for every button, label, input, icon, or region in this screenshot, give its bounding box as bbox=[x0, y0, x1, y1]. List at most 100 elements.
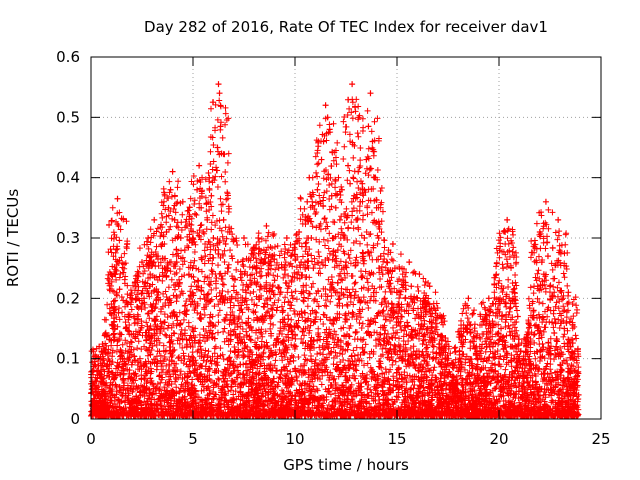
data-point bbox=[218, 150, 225, 157]
data-point bbox=[251, 301, 258, 308]
data-point bbox=[404, 319, 411, 326]
data-point bbox=[410, 307, 417, 314]
data-point bbox=[381, 295, 388, 302]
data-point bbox=[332, 204, 339, 211]
data-point bbox=[459, 343, 466, 350]
data-point bbox=[387, 307, 394, 314]
data-point bbox=[126, 343, 133, 350]
data-point bbox=[161, 265, 168, 272]
data-point bbox=[391, 265, 398, 272]
data-point bbox=[294, 271, 301, 278]
data-point bbox=[445, 373, 451, 380]
data-point bbox=[334, 247, 341, 254]
data-point bbox=[118, 349, 125, 356]
data-point bbox=[318, 156, 325, 163]
data-point bbox=[447, 379, 454, 386]
x-axis-label: GPS time / hours bbox=[283, 456, 409, 474]
data-point bbox=[238, 271, 245, 278]
data-point bbox=[426, 283, 433, 290]
data-point bbox=[169, 168, 176, 175]
data-point bbox=[314, 186, 321, 193]
data-point bbox=[255, 235, 262, 241]
data-points bbox=[90, 81, 582, 404]
data-point bbox=[216, 90, 223, 97]
data-point bbox=[377, 253, 384, 260]
data-point bbox=[571, 367, 578, 374]
data-point bbox=[320, 138, 327, 145]
data-point bbox=[324, 114, 331, 121]
data-point bbox=[340, 235, 347, 241]
data-point bbox=[347, 180, 354, 187]
data-point bbox=[143, 337, 150, 344]
data-point bbox=[500, 265, 507, 272]
y-tick-label: 0.3 bbox=[56, 229, 80, 247]
data-point bbox=[206, 174, 213, 181]
data-point bbox=[196, 162, 203, 169]
data-point bbox=[267, 295, 274, 302]
x-tick-label: 25 bbox=[591, 430, 610, 448]
data-point bbox=[214, 144, 221, 151]
data-point bbox=[173, 259, 180, 266]
x-tick-label: 5 bbox=[188, 430, 198, 448]
data-point bbox=[561, 325, 568, 332]
data-point bbox=[226, 228, 233, 235]
data-point bbox=[234, 259, 241, 266]
y-tick-label: 0.2 bbox=[56, 289, 80, 307]
data-point bbox=[283, 235, 290, 241]
data-point bbox=[508, 343, 515, 350]
data-point bbox=[289, 295, 296, 302]
data-point bbox=[396, 301, 403, 308]
data-point bbox=[379, 271, 386, 278]
x-tick-label: 20 bbox=[489, 430, 508, 448]
data-point bbox=[257, 283, 264, 290]
data-point bbox=[210, 235, 217, 241]
data-point bbox=[285, 283, 292, 290]
data-point bbox=[385, 283, 392, 290]
x-tick-labels: 0 5 10 15 20 25 bbox=[86, 430, 610, 448]
data-point bbox=[114, 195, 121, 202]
x-tick-label: 10 bbox=[285, 430, 304, 448]
data-point bbox=[147, 271, 154, 278]
data-point bbox=[493, 379, 500, 386]
data-point bbox=[120, 367, 127, 374]
data-point bbox=[553, 343, 560, 350]
data-point bbox=[112, 271, 119, 278]
x-tick-label: 15 bbox=[387, 430, 406, 448]
data-point bbox=[202, 253, 209, 260]
data-point bbox=[159, 241, 166, 248]
data-point bbox=[549, 319, 556, 326]
data-point bbox=[163, 228, 170, 235]
data-point bbox=[132, 283, 139, 290]
data-point bbox=[304, 198, 311, 205]
data-point bbox=[504, 216, 511, 223]
data-point bbox=[420, 337, 427, 344]
data-point bbox=[106, 373, 113, 380]
data-point bbox=[100, 355, 107, 362]
data-point bbox=[271, 277, 278, 284]
data-point bbox=[363, 156, 370, 163]
data-point bbox=[412, 331, 419, 338]
data-point bbox=[217, 123, 224, 130]
data-point bbox=[351, 192, 358, 199]
y-tick-label: 0.4 bbox=[56, 169, 80, 187]
data-point bbox=[555, 216, 562, 223]
data-point bbox=[481, 355, 488, 362]
data-point bbox=[422, 301, 429, 308]
data-point bbox=[538, 259, 545, 266]
data-point bbox=[273, 307, 280, 314]
data-point bbox=[263, 222, 270, 229]
data-point bbox=[565, 289, 572, 296]
data-point bbox=[365, 123, 372, 130]
data-point bbox=[416, 271, 423, 278]
data-point bbox=[440, 361, 447, 368]
data-point bbox=[438, 337, 445, 344]
data-point bbox=[130, 313, 137, 320]
data-point bbox=[330, 235, 337, 241]
data-point bbox=[181, 247, 188, 254]
data-point bbox=[326, 126, 333, 133]
data-point bbox=[94, 367, 101, 374]
data-point bbox=[115, 222, 122, 229]
data-point bbox=[287, 253, 294, 260]
data-point bbox=[369, 138, 376, 145]
data-point bbox=[530, 307, 537, 314]
